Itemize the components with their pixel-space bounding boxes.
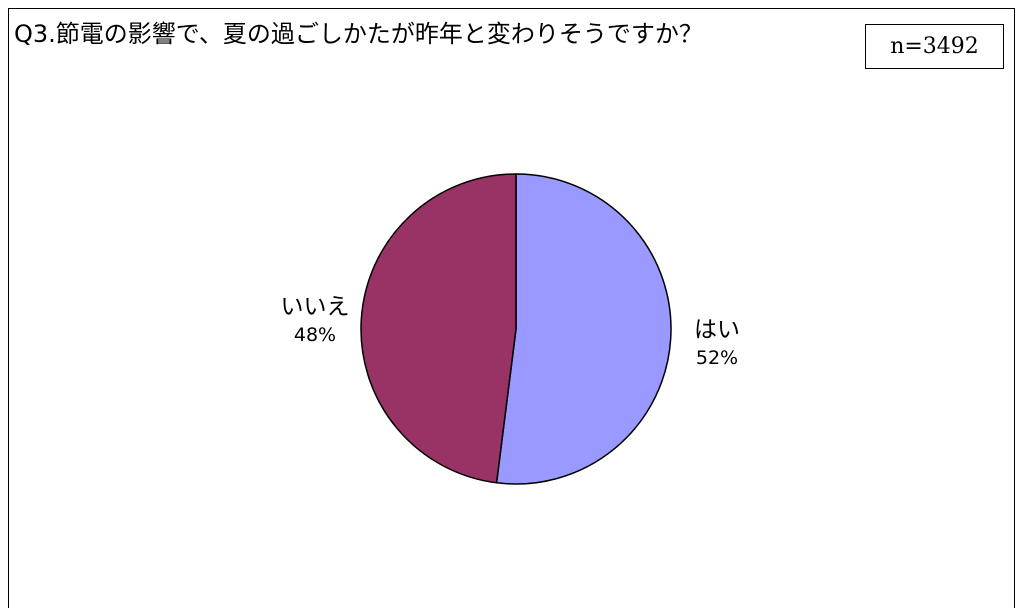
slice-label-no-pct: 48% (293, 324, 337, 346)
slice-label-yes: はい 52% (672, 316, 762, 372)
slice-label-no-name: いいえ (280, 294, 350, 320)
pie-slice-no (360, 173, 517, 484)
slice-label-yes-name: はい (694, 317, 740, 343)
chart-frame (8, 8, 1015, 608)
slice-label-no: いいえ 48% (265, 293, 365, 349)
sample-size-label: n=3492 (890, 34, 979, 59)
chart-title: Q3.節電の影響で、夏の過ごしかたが昨年と変わりそうですか？ (14, 20, 703, 48)
slice-label-yes-pct: 52% (695, 347, 739, 369)
sample-size-box: n=3492 (865, 24, 1004, 69)
pie-slice-yes (495, 173, 672, 485)
